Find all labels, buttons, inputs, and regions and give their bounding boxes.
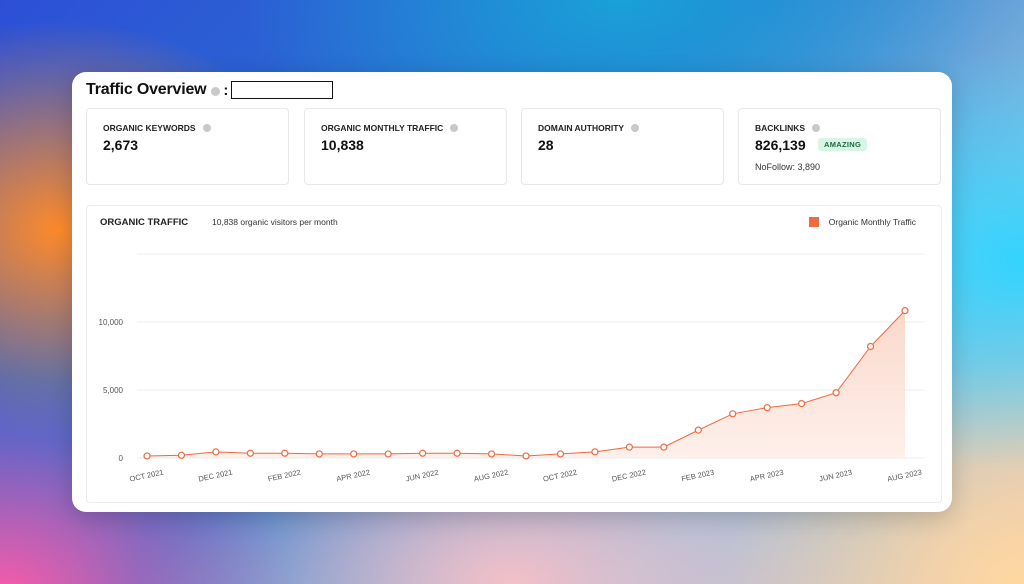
metric-label: DOMAIN AUTHORITY [538,123,625,133]
x-tick-label: AUG 2023 [886,468,922,484]
metric-value: 2,673 [103,137,139,153]
data-point[interactable] [212,448,220,456]
series-area [147,310,905,458]
data-point[interactable] [556,450,565,458]
data-point[interactable] [350,450,358,458]
data-point[interactable] [625,443,633,451]
x-tick-label: APR 2022 [336,468,371,484]
info-icon[interactable] [812,124,821,132]
metric-domain-authority: DOMAIN AUTHORITY 28 [521,108,724,185]
data-point[interactable] [246,449,254,457]
metric-organic-monthly-traffic: ORGANIC MONTHLY TRAFFIC 10,838 [304,108,507,185]
info-icon[interactable] [631,124,640,132]
data-point[interactable] [660,443,668,451]
x-tick-label: OCT 2021 [129,468,165,484]
data-point[interactable] [315,450,323,458]
metric-value: 28 [538,137,554,153]
metric-label: ORGANIC MONTHLY TRAFFIC [321,123,444,133]
x-tick-label: OCT 2022 [542,468,578,484]
data-point[interactable] [832,389,840,397]
data-point[interactable] [177,451,186,459]
legend-swatch [808,217,819,227]
organic-traffic-chart: ORGANIC TRAFFIC 10,838 organic visitors … [86,205,942,503]
data-point[interactable] [901,307,909,315]
data-point[interactable] [591,448,599,456]
data-point[interactable] [487,450,496,458]
data-point[interactable] [453,449,461,457]
y-tick-label: 0 [119,454,124,463]
y-tick-label: 10,000 [99,318,124,327]
chart-subtitle: 10,838 organic visitors per month [212,217,338,227]
x-tick-label: DEC 2022 [611,468,647,484]
data-point[interactable] [729,410,737,418]
x-tick-label: JUN 2023 [818,468,853,484]
data-point[interactable] [763,404,771,412]
x-tick-label: DEC 2021 [198,468,234,484]
data-point[interactable] [694,426,702,434]
data-point[interactable] [866,342,875,351]
metric-value: 10,838 [321,137,364,153]
metric-label: ORGANIC KEYWORDS [103,123,196,133]
data-point[interactable] [798,400,806,408]
x-tick-label: FEB 2023 [681,468,716,484]
info-icon[interactable] [211,86,221,96]
data-point[interactable] [143,452,151,460]
x-tick-label: JUN 2022 [405,468,440,484]
legend-label: Organic Monthly Traffic [828,217,916,227]
chart-legend[interactable]: Organic Monthly Traffic [808,217,916,227]
metric-value: 826,139 [755,137,806,153]
data-point[interactable] [281,449,289,457]
y-tick-label: 5,000 [103,386,124,395]
data-point[interactable] [384,450,392,458]
chart-title: ORGANIC TRAFFIC [100,217,189,228]
x-tick-label: AUG 2022 [473,468,509,484]
chart-plot-area: 0 5,000 10,000 OCT 2021 DEC 2021 FEB 2022 APR … [99,253,925,484]
nofollow-count: NoFollow: 3,890 [755,162,821,172]
metric-organic-keywords: ORGANIC KEYWORDS 2,673 [86,108,289,185]
data-point[interactable] [522,452,530,460]
title-row: Traffic Overview : [86,80,334,100]
metric-label: BACKLINKS [755,123,806,133]
data-point[interactable] [419,449,427,457]
status-badge: AMAZING [818,138,868,151]
traffic-overview-card: Traffic Overview : ORGANIC KEYWORDS 2,67… [72,72,952,512]
info-icon[interactable] [450,124,459,132]
x-tick-label: APR 2023 [749,468,784,484]
title-separator: : [223,81,229,99]
page-title: Traffic Overview [86,81,207,98]
redacted-domain-box [231,81,334,99]
info-icon[interactable] [202,124,211,132]
metric-backlinks: BACKLINKS 826,139 AMAZING NoFollow: 3,89… [738,108,941,185]
x-tick-label: FEB 2022 [267,468,302,484]
